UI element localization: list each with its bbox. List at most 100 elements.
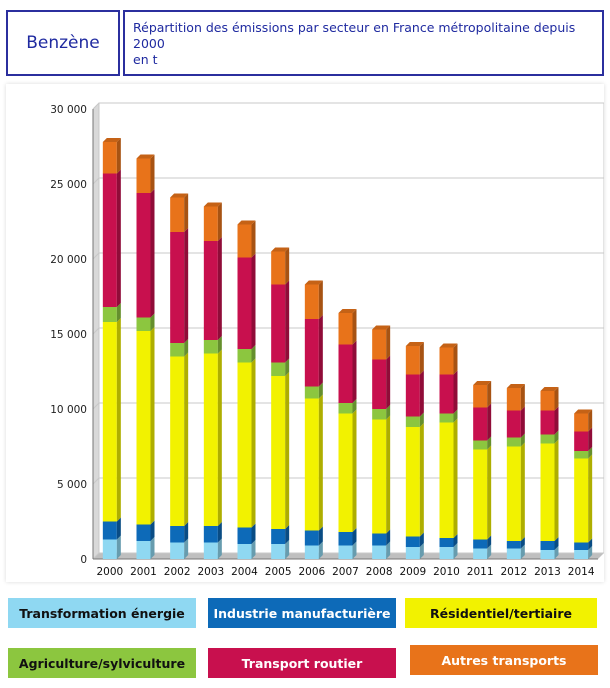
bar-segment-side [487,535,492,549]
bar-segment-side [184,193,189,232]
bar-segment-side [352,528,357,546]
bar-segment [271,284,286,363]
bar-segment-side [251,220,256,258]
bar-segment [203,340,218,354]
bar-segment-side [554,387,559,411]
legend-item: Transformation énergie [8,598,196,628]
bar-segment [170,343,185,357]
bar-top [237,220,256,225]
bar-segment-side [554,430,559,444]
bar-segment-side [386,529,391,546]
bar-segment-side [217,237,222,340]
bar-segment [574,431,589,451]
bar-segment-side [318,526,323,546]
bar-segment [102,307,117,322]
bar-segment [473,385,488,408]
bar-top [170,193,189,198]
bar-segment-side [487,381,492,408]
bar-segment [574,550,589,559]
bar-segment-side [554,546,559,559]
bar-segment-side [251,358,256,528]
bar-segment-side [386,405,391,420]
x-tick-label: 2009 [399,566,426,578]
bar-segment-side [520,384,525,411]
bar-segment-side [419,543,424,559]
bar-segment-side [453,370,458,414]
bar-segment-side [352,399,357,414]
bar-segment-side [386,541,391,559]
bar-segment-side [386,325,391,360]
bar-segment-side [588,538,593,550]
bar-top [439,343,458,348]
bar-segment [102,521,117,540]
bar-segment-side [453,409,458,423]
bar-segment [136,158,151,193]
bar-segment [372,545,387,559]
bar-segment-side [554,439,559,541]
chart-panel: 0 5 000 10 000 15 000 20 000 25 000 30 000 2000… [6,84,604,582]
legend-item: Autres transports [410,645,598,675]
y-tick-label: 10 000 [50,404,87,416]
bar-segment [271,544,286,559]
bar-segment-side [419,412,424,427]
bar-segment-side [150,154,155,193]
bar-segment-side [285,372,290,529]
bar-segment [170,526,185,543]
bar-top [338,309,357,313]
bar-segment [237,527,252,544]
bar-segment-side [588,427,593,451]
bar-segment-side [419,532,424,547]
bar-segment [540,434,555,444]
chart-title-box: Répartition des émissions par secteur en… [123,10,604,76]
x-tick-label: 2000 [96,566,123,578]
bar-segment [170,356,185,526]
bar-segment-side [520,544,525,559]
bar-segment [574,413,589,432]
bar-segment [304,284,319,319]
bar-top [506,384,525,388]
x-tick-label: 2013 [534,566,561,578]
bar-segment-side [116,318,121,522]
bar-segment [338,313,353,345]
bar-segment [237,544,252,559]
bar-segment-side [419,342,424,375]
bar-segment-side [352,309,357,345]
bar-segment-side [386,415,391,534]
bar-segment [203,241,218,340]
y-tick-label: 5 000 [57,479,87,491]
bar-segment [439,374,454,414]
x-tick-label: 2004 [231,566,258,578]
bar-segment-side [184,339,189,357]
legend-item: Transport routier [208,648,396,678]
bar-segment [372,419,387,534]
x-tick-label: 2014 [568,566,595,578]
y-tick-label: 0 [80,554,87,566]
bar-segment-side [251,253,256,349]
bar-top [203,202,222,207]
bar-segment-side [285,540,290,559]
bar-segment-side [453,534,458,547]
legend-item: Résidentiel/tertiaire [405,598,597,628]
bar-segment [170,197,185,232]
bar-segment-side [588,454,593,543]
bar-segment-side [588,546,593,559]
bar-segment [439,422,454,538]
bar-segment [540,410,555,435]
y-tick-label: 25 000 [50,179,87,191]
bar-segment [271,251,286,285]
substance-box: Benzène [6,10,120,76]
bar-segment [237,349,252,363]
bar-segment-side [184,352,189,526]
x-tick-label: 2012 [500,566,527,578]
bar-segment [102,142,117,174]
bar-segment [372,359,387,409]
bar-segment-side [150,189,155,318]
bar-segment-side [116,535,121,559]
y-tick-label: 30 000 [50,104,87,116]
bar-segment-side [184,538,189,559]
bar-segment [405,427,420,537]
bar-segment [136,331,151,525]
bar-segment [102,539,117,559]
bar-segment-side [487,403,492,441]
gridline-wall [92,252,100,260]
